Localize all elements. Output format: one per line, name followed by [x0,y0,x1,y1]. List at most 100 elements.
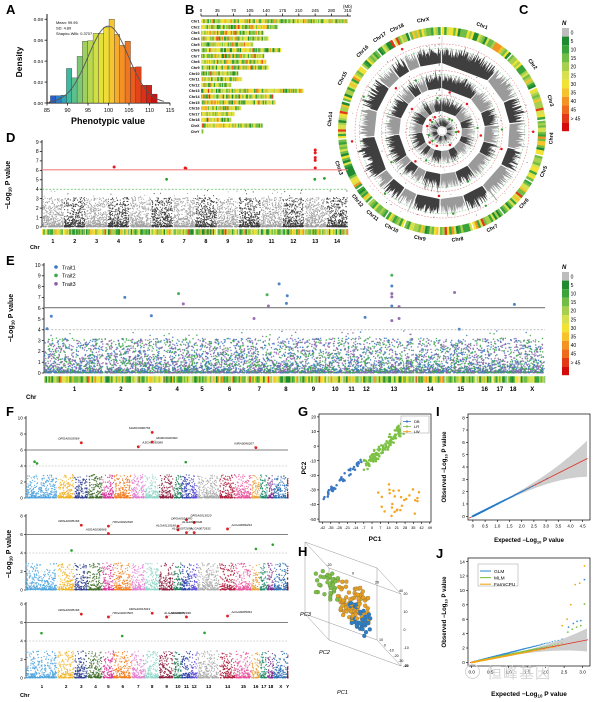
svg-text:0.08: 0.08 [34,17,44,23]
watermark-icon [465,664,480,679]
panel-e-points [43,273,545,374]
panel-i-label: I [436,404,440,419]
svg-text:Chr3: Chr3 [545,94,554,107]
svg-text:Chr5: Chr5 [539,165,549,178]
svg-text:0.00: 0.00 [34,101,44,107]
svg-text:Chr15: Chr15 [337,71,349,87]
svg-text:0: 0 [439,110,441,113]
svg-text:Chr15: Chr15 [189,101,199,105]
panel-e-chromosome-band [43,375,546,384]
svg-text:4: 4 [36,187,39,193]
svg-text:Chr18: Chr18 [189,118,199,122]
svg-text:6: 6 [439,94,441,97]
svg-text:0.06: 0.06 [34,38,44,44]
legend-n-top-svg: N 0 5 10 15 20 25 30 35 40 45 > 45 [562,21,581,132]
svg-text:2: 2 [439,81,441,84]
svg-text:4: 4 [439,76,441,79]
panel-h-pca-3d: H -20 0 20 40 -20 -10 0 10 20 -40 -30 -20 -10 0 10 PC2… [297,541,437,702]
svg-text:280: 280 [328,8,336,13]
legend-n-top: N 0 5 10 15 20 25 30 35 40 45 > 45 [556,18,600,138]
svg-text:5: 5 [36,178,39,184]
panel-a-y-ticks: 0.00 0.02 0.04 0.06 0.08 [34,17,47,107]
panel-j-points [471,565,586,664]
panel-f-subplot-3: 02468DRGA0005166H3GA0023503DRGA0013019AL… [20,602,289,681]
panel-j-xlabel: Expected −Log10 P value [491,691,567,698]
svg-text:Chr4: Chr4 [191,37,200,41]
svg-text:5: 5 [571,39,574,45]
panel-h-axis-box [304,541,402,667]
panel-a-plotarea: 0.000.020.040.060.08 85 90 95 100 105 110 115 … [14,14,174,126]
panel-g-points [322,422,421,518]
svg-text:0: 0 [571,30,574,36]
svg-text:1: 1 [36,215,39,221]
svg-text:210: 210 [295,8,303,13]
panel-i-x-ticks: 0 0.5 1.0 1.5 2.0 2.5 3.0 3.5 4.0 4.5 [472,520,586,529]
panel-d-svg: 0 1 2 3 4 5 6 7 8 9 1 2 3 4 5 6 7 8 9 10 11 12 13 14 −Log10 P … [5,140,349,251]
panel-f-xlabel: Chr [20,693,30,699]
svg-text:35: 35 [215,8,220,13]
svg-text:8: 8 [439,37,441,40]
panel-c-svg: Chr1Chr2Chr3Chr4Chr5Chr6Chr7Chr8Chr9Chr1… [327,16,555,243]
svg-text:Chr3: Chr3 [191,31,199,35]
panel-j-confidence-band [471,628,588,663]
svg-text:35: 35 [571,91,577,97]
panel-f-multimodel-manhattan: F 0246810DRGA0033569ASGA0035080MARC00667… [0,404,300,702]
panel-f-x-labels: 1 2 3 4 5 6 7 8 9 10 11 12 13 14 15 16 17 18 X Y [41,684,290,689]
svg-text:45: 45 [571,108,577,114]
svg-text:3: 3 [36,196,39,202]
panel-e-ylabel: −Log10 P value [8,294,16,342]
panel-i-points [472,477,548,518]
svg-text:0: 0 [439,87,441,90]
panel-i-xlabel: Expected −Log10 P value [494,538,565,544]
svg-text:SD: 4.89: SD: 4.89 [56,25,71,30]
panel-e-multitrait-manhattan: E 0 1 2 3 4 5 6 7 8 9 10 1 2 3 4 5 6 7 8 9 10 11 12 13 14 15 16 17… [0,253,560,405]
svg-text:105: 105 [246,8,254,13]
panel-f-svg: 0246810DRGA0033569ASGA0035080MARC0066784… [6,416,290,699]
svg-text:0.02: 0.02 [34,80,44,86]
svg-text:10: 10 [571,48,577,54]
svg-text:Chr7: Chr7 [191,54,199,58]
svg-text:4: 4 [439,100,441,103]
panel-a-svg: 0.000.020.040.060.08 85 90 95 100 105 110 115 … [14,14,174,126]
svg-text:Chr6: Chr6 [191,49,199,53]
svg-text:ChrX: ChrX [191,124,200,128]
svg-text:8: 8 [36,149,39,155]
panel-d-chromosome-band [41,228,349,236]
svg-text:Chr9: Chr9 [413,235,426,243]
legend-n-bottom-title: N [562,265,567,271]
svg-text:85: 85 [44,108,50,114]
svg-text:2: 2 [36,206,39,212]
panel-a-x-ticks: 85 90 95 100 105 110 115 [44,103,174,114]
panel-f-label: F [6,404,14,419]
panel-a-ylabel: Density [14,46,24,77]
svg-text:20: 20 [571,65,577,71]
panel-j-ylabel: Observed −Log10 P value [442,576,448,648]
svg-text:15: 15 [571,56,577,62]
panel-g-ylabel: PC2 [301,461,308,474]
panel-d-xlabel: Chr [30,245,40,251]
svg-text:8: 8 [439,112,441,115]
svg-text:Chr2: Chr2 [526,58,538,71]
panel-g-xlabel: PC1 [369,536,382,543]
svg-text:0: 0 [200,8,203,13]
panel-d-y-ticks: 0 1 2 3 4 5 6 7 8 9 [36,140,42,231]
svg-text:Chr1: Chr1 [191,20,199,24]
svg-text:Chr17: Chr17 [189,112,199,116]
panel-a-xlabel: Phenotypic value [71,116,145,126]
svg-text:0: 0 [439,62,441,65]
svg-text:9: 9 [36,140,39,146]
svg-text:40: 40 [571,99,577,105]
legend-n-bottom: N 0 5 10 15 20 25 30 35 40 45 > 45 [556,262,600,382]
